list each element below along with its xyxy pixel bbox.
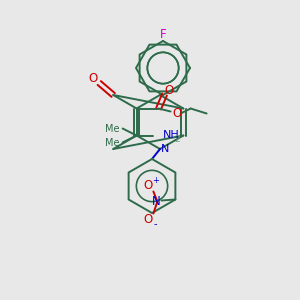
- Text: -: -: [154, 220, 157, 230]
- Text: NH: NH: [163, 130, 179, 140]
- Text: F: F: [160, 28, 166, 40]
- Text: +: +: [152, 176, 159, 185]
- Text: O: O: [172, 107, 181, 120]
- Text: O: O: [88, 71, 98, 85]
- Text: O: O: [144, 213, 153, 226]
- Text: N: N: [152, 195, 161, 208]
- Text: Me: Me: [105, 124, 120, 134]
- Text: Me: Me: [105, 137, 120, 148]
- Text: 2: 2: [175, 135, 180, 144]
- Text: N: N: [161, 144, 169, 154]
- Text: O: O: [164, 84, 173, 97]
- Text: O: O: [144, 179, 153, 192]
